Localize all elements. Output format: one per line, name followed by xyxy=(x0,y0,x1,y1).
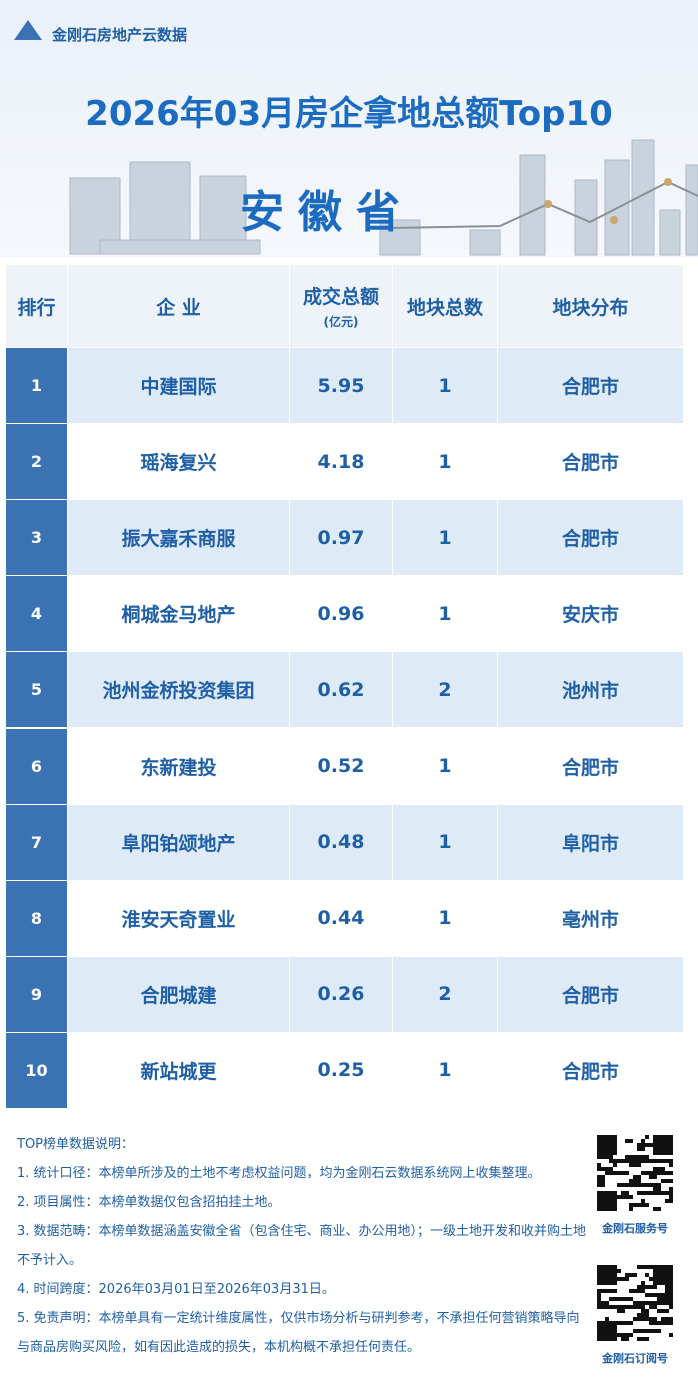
table-row: 3 振大嘉禾商服 0.97 1 合肥市 xyxy=(6,499,684,576)
company: 瑶海复兴 xyxy=(68,424,290,500)
plot-count: 2 xyxy=(393,956,498,1032)
column-header-text: 企 业 xyxy=(156,296,201,319)
column-header: 排行 xyxy=(6,265,68,347)
rank: 3 xyxy=(6,500,68,576)
column-header-text: 地块总数 xyxy=(406,296,483,319)
city: 合肥市 xyxy=(498,956,684,1032)
note-item: 1. 统计口径：本榜单所涉及的土地不考虑权益问题，均为金刚石云数据系统网上收集整… xyxy=(17,1166,541,1181)
rank: 6 xyxy=(6,728,68,804)
column-header: 企 业 xyxy=(68,265,290,347)
city: 阜阳市 xyxy=(498,804,684,880)
amount: 0.97 xyxy=(290,500,393,576)
plot-count: 1 xyxy=(393,1032,498,1108)
plot-count: 1 xyxy=(393,880,498,956)
table-row: 7 阜阳铂颂地产 0.48 1 阜阳市 xyxy=(6,803,684,880)
company: 阜阳铂颂地产 xyxy=(68,804,290,880)
table-row: 1 中建国际 5.95 1 合肥市 xyxy=(6,347,684,424)
title: 2026年03月房企拿地总额Top10 xyxy=(85,94,613,134)
qr-label: 金刚石订阅号 xyxy=(602,1352,668,1365)
amount: 0.25 xyxy=(290,1032,393,1108)
city: 池州市 xyxy=(498,652,684,728)
qr-label: 金刚石服务号 xyxy=(602,1222,668,1235)
city: 合肥市 xyxy=(498,424,684,500)
company: 新站城更 xyxy=(68,1032,290,1108)
note-item: 4. 时间跨度：2026年03月01日至2026年03月31日。 xyxy=(17,1282,335,1297)
city: 亳州市 xyxy=(498,880,684,956)
plot-count: 2 xyxy=(393,652,498,728)
plot-count: 1 xyxy=(393,348,498,424)
table-row: 6 东新建投 0.52 1 合肥市 xyxy=(6,727,684,804)
brand: 金刚石房地产云数据 xyxy=(52,26,188,44)
table-row: 10 新站城更 0.25 1 合肥市 xyxy=(6,1031,684,1108)
company: 振大嘉禾商服 xyxy=(68,500,290,576)
qr-code: 金刚石订阅号 xyxy=(595,1265,675,1366)
qr-code: 金刚石服务号 xyxy=(595,1135,675,1236)
city: 合肥市 xyxy=(498,1032,684,1108)
company: 淮安天奇置业 xyxy=(68,880,290,956)
rank: 10 xyxy=(6,1032,68,1108)
table-row: 4 桐城金马地产 0.96 1 安庆市 xyxy=(6,575,684,652)
column-header-text: 成交总额 xyxy=(302,286,379,308)
qr-image xyxy=(597,1135,673,1211)
rank: 8 xyxy=(6,880,68,956)
note-item: 5. 免责声明：本榜单具有一定统计维度属性，仅供市场分析与研判参考，不承担任何营… xyxy=(17,1311,580,1355)
header: 金刚石房地产云数据 2026年03月房企拿地总额Top10 安徽省 xyxy=(0,0,698,258)
company: 桐城金马地产 xyxy=(68,576,290,652)
table-row: 2 瑶海复兴 4.18 1 合肥市 xyxy=(6,423,684,500)
notes: TOP榜单数据说明： 1. 统计口径：本榜单所涉及的土地不考虑权益问题，均为金刚… xyxy=(17,1130,587,1362)
table-row: 8 淮安天奇置业 0.44 1 亳州市 xyxy=(6,879,684,956)
rank: 2 xyxy=(6,424,68,500)
unit: (亿元) xyxy=(323,315,359,329)
rank: 1 xyxy=(6,348,68,424)
rank: 5 xyxy=(6,652,68,728)
column-header-text: 地块分布 xyxy=(552,296,629,319)
amount: 4.18 xyxy=(290,424,393,500)
rank: 4 xyxy=(6,576,68,652)
city: 安庆市 xyxy=(498,576,684,652)
header-decoration xyxy=(14,20,698,256)
amount: 0.48 xyxy=(290,804,393,880)
table-row: 9 合肥城建 0.26 2 合肥市 xyxy=(6,955,684,1032)
note-item: 3. 数据范畴：本榜单数据涵盖安徽全省（包含住宅、商业、办公用地）；一级土地开发… xyxy=(17,1224,587,1268)
header-row: 排行 企 业 成交总额 (亿元) 地块总数 地块分布 xyxy=(6,265,684,347)
amount: 0.52 xyxy=(290,728,393,804)
company: 合肥城建 xyxy=(68,956,290,1032)
column-header: 地块分布 xyxy=(498,265,684,347)
plot-count: 1 xyxy=(393,500,498,576)
amount: 0.26 xyxy=(290,956,393,1032)
amount: 0.44 xyxy=(290,880,393,956)
city: 合肥市 xyxy=(498,728,684,804)
column-header: 地块总数 xyxy=(393,265,498,347)
table-row: 5 池州金桥投资集团 0.62 2 池州市 xyxy=(6,651,684,728)
plot-count: 1 xyxy=(393,804,498,880)
plot-count: 1 xyxy=(393,576,498,652)
company: 东新建投 xyxy=(68,728,290,804)
note-item: 2. 项目属性：本榜单数据仅包含招拍挂土地。 xyxy=(17,1195,281,1210)
rank: 7 xyxy=(6,804,68,880)
column-header-text: 排行 xyxy=(17,296,56,319)
amount: 0.62 xyxy=(290,652,393,728)
company: 中建国际 xyxy=(68,348,290,424)
column-header: 成交总额 (亿元) xyxy=(290,265,393,347)
plot-count: 1 xyxy=(393,728,498,804)
notes-heading: TOP榜单数据说明： xyxy=(17,1137,135,1152)
subtitle: 安徽省 xyxy=(240,187,414,238)
company: 池州金桥投资集团 xyxy=(68,652,290,728)
city: 合肥市 xyxy=(498,500,684,576)
rank: 9 xyxy=(6,956,68,1032)
qr-image xyxy=(597,1265,673,1341)
amount: 5.95 xyxy=(290,348,393,424)
city: 合肥市 xyxy=(498,348,684,424)
plot-count: 1 xyxy=(393,424,498,500)
amount: 0.96 xyxy=(290,576,393,652)
